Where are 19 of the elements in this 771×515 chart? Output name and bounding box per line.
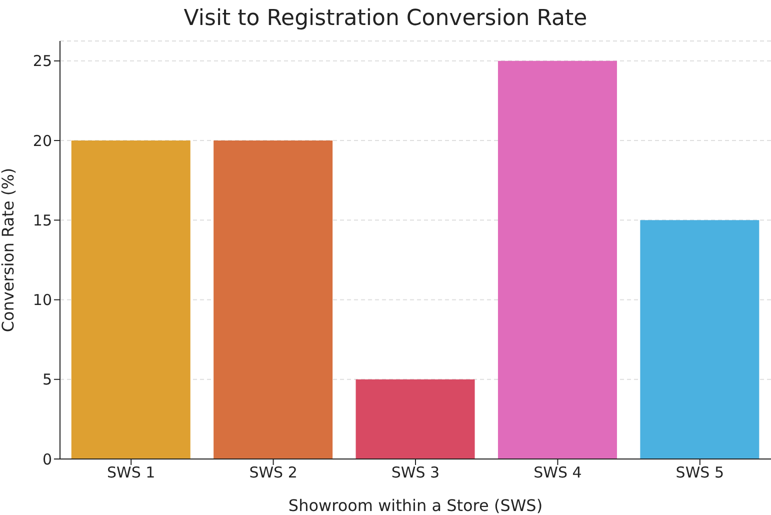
x-axis-title: Showroom within a Store (SWS) (288, 496, 543, 515)
y-tick-label: 0 (42, 450, 52, 468)
y-tick-label: 25 (32, 52, 52, 70)
y-tick-label: 15 (32, 211, 52, 230)
chart-title: Visit to Registration Conversion Rate (182, 5, 588, 33)
y-tick-label: 10 (32, 291, 52, 310)
x-tick-label: SWS 4 (534, 464, 582, 482)
x-tick-label: SWS 3 (391, 464, 440, 482)
bar (356, 379, 475, 459)
bar (640, 220, 760, 459)
bar (214, 140, 333, 459)
bar (498, 60, 617, 459)
y-tick-label: 5 (42, 370, 52, 389)
bar (71, 140, 190, 459)
x-tick-label: SWS 5 (676, 464, 724, 482)
x-tick-label: SWS 1 (107, 464, 156, 482)
y-tick-label: 20 (32, 132, 52, 150)
x-tick-label: SWS 2 (249, 464, 298, 482)
y-axis-title: Conversion Rate (%) (0, 168, 18, 332)
